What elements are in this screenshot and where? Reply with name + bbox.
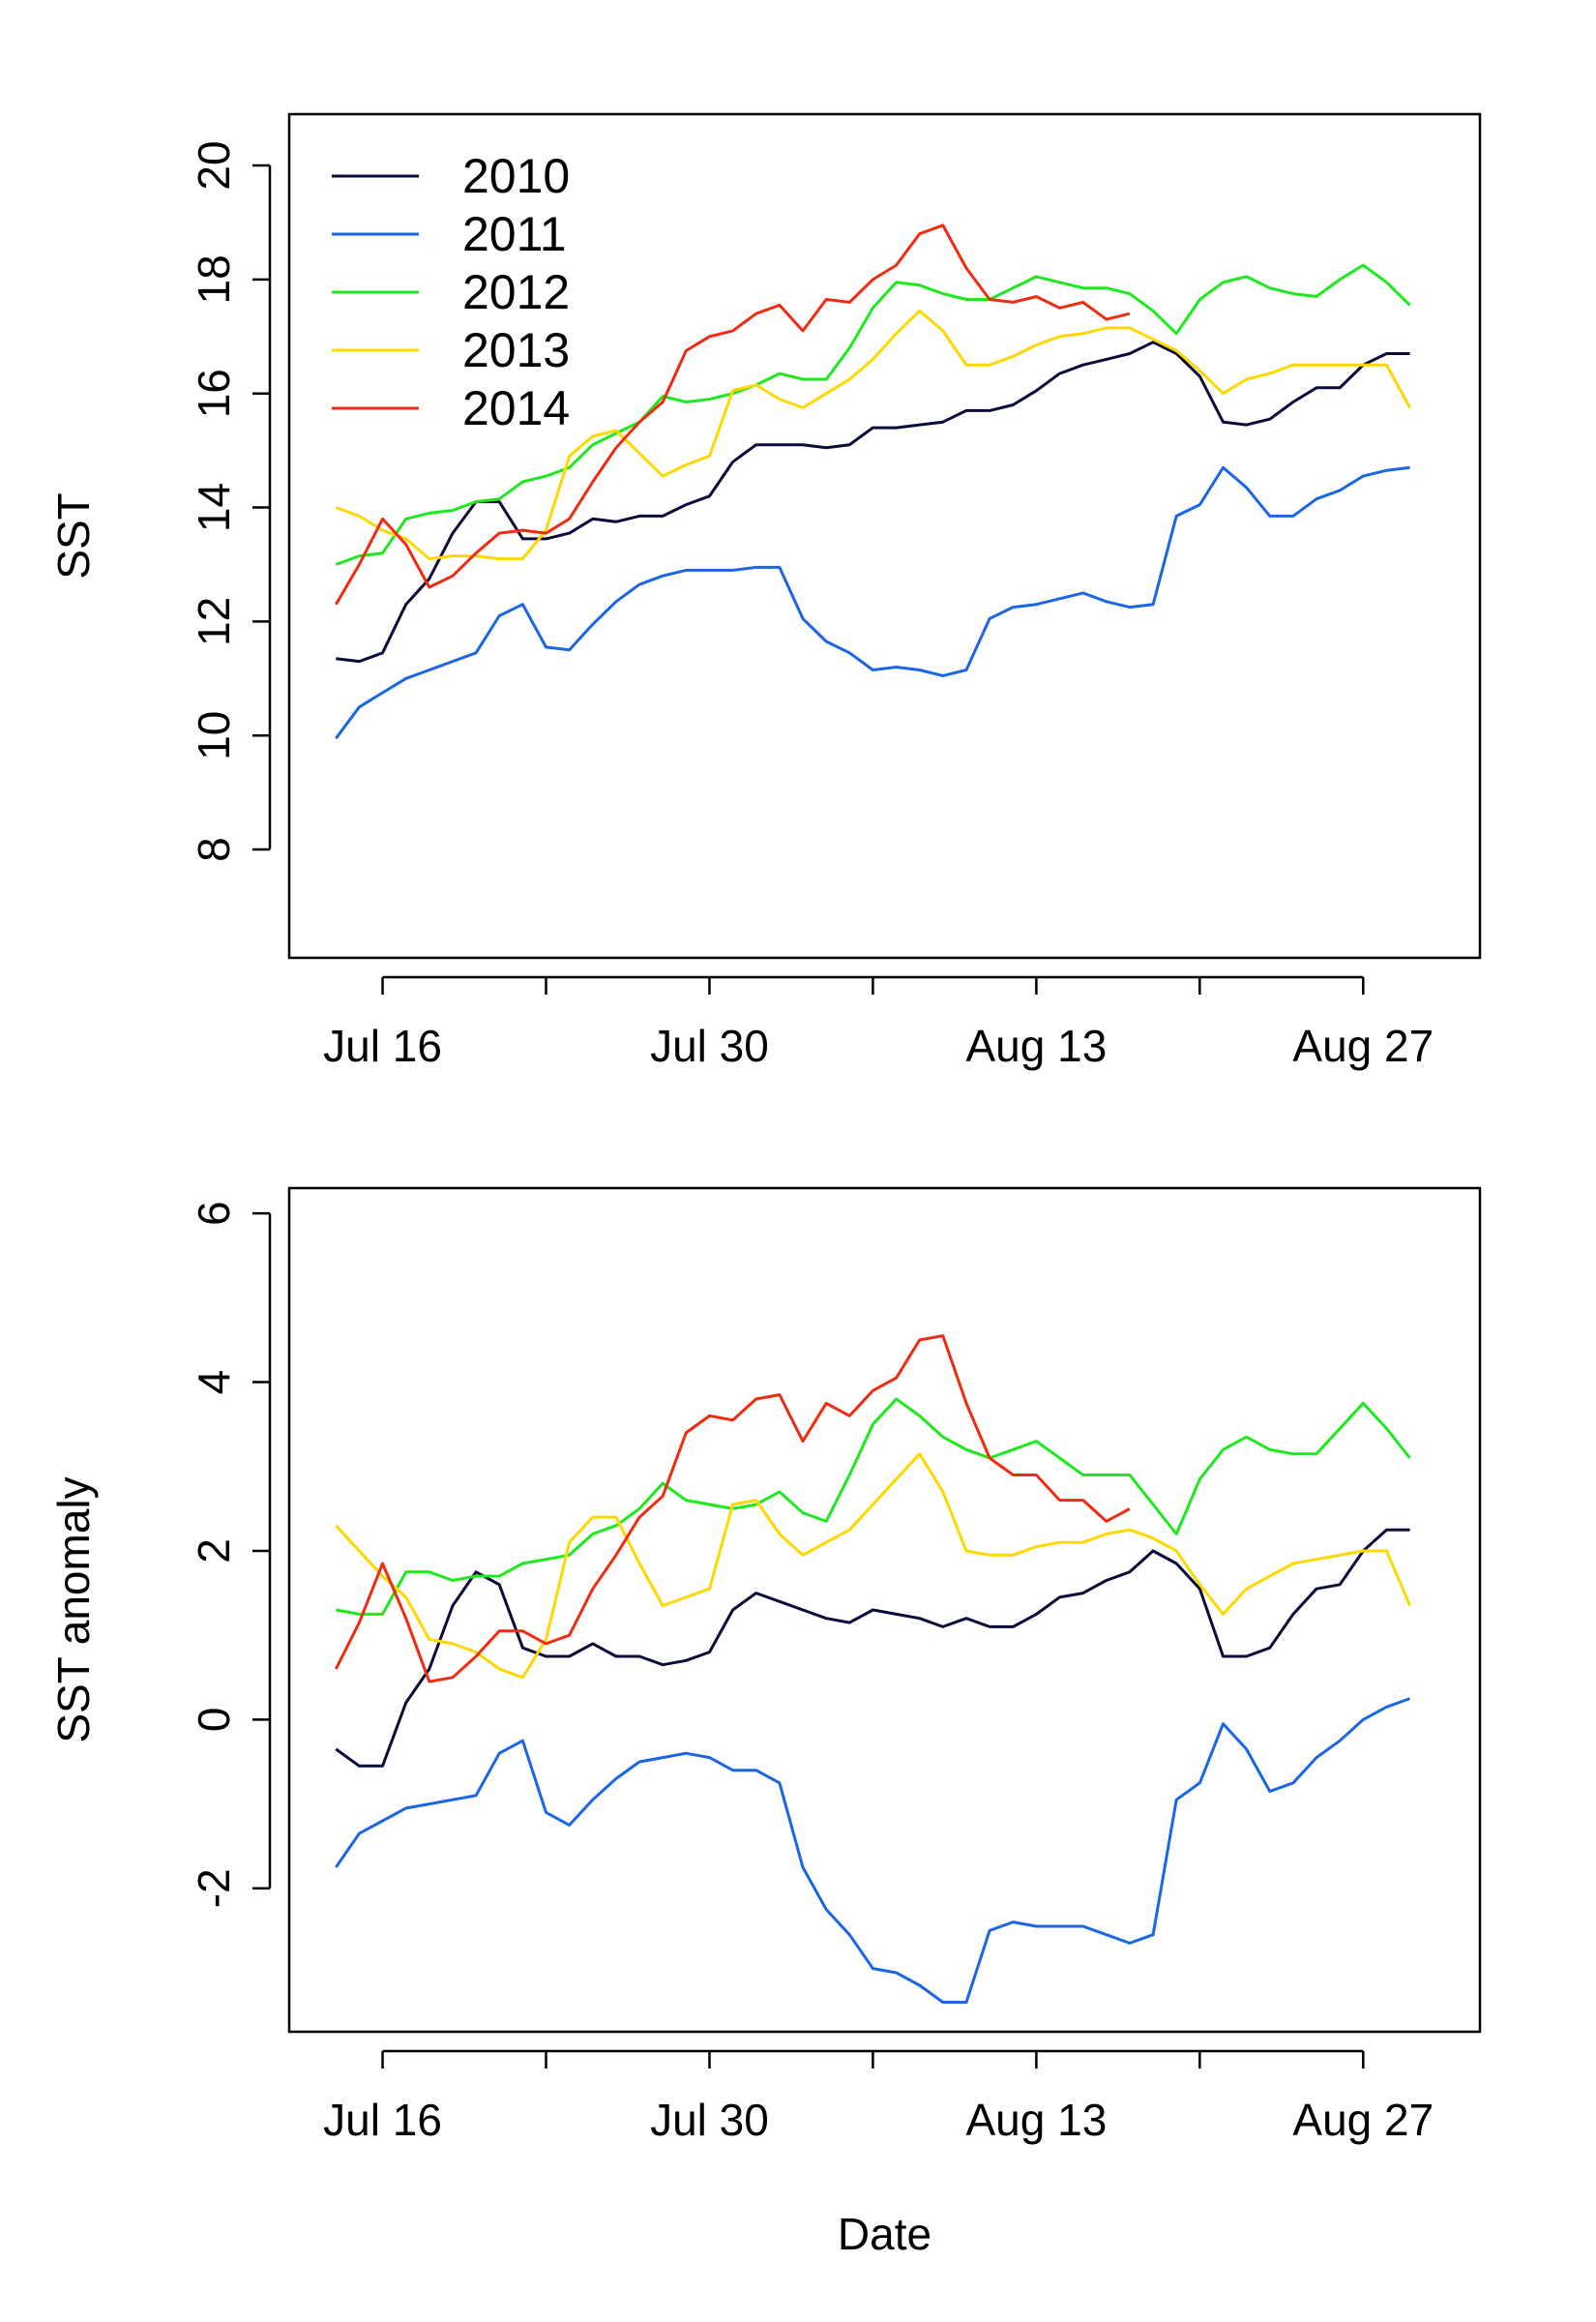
- plot-frame: [287, 1186, 1482, 2034]
- y-tick-label: 4: [189, 1370, 239, 1395]
- series-line-2012: [336, 1397, 1411, 1616]
- legend-label-2011: 2011: [462, 207, 567, 261]
- legend-label-2014: 2014: [462, 381, 570, 435]
- legend-label-2013: 2013: [462, 323, 570, 377]
- x-tick-label: Jul 16: [323, 2095, 442, 2145]
- x-tick-label: Jul 30: [650, 1021, 769, 1071]
- series-line-2014: [334, 1334, 1131, 1683]
- y-tick-label: 10: [189, 711, 239, 760]
- plot-frame: [287, 112, 1482, 960]
- sst-anomaly-panel: Jul 16 Jul 30 Aug 13 Aug 27 -2 0 2 4 6 SST anomal…: [48, 1186, 1482, 2259]
- legend-label-2010: 2010: [462, 149, 570, 203]
- y-tick-label: 14: [189, 483, 239, 532]
- y-axis-title: SST anomaly: [48, 1476, 99, 1742]
- series-line-2013: [335, 1452, 1411, 1680]
- x-tick-label: Aug 27: [1292, 1021, 1433, 1071]
- series-line-2010: [335, 1528, 1410, 1768]
- y-tick-label: 6: [189, 1201, 239, 1226]
- series-line-2010: [336, 341, 1410, 664]
- series-line-2013: [335, 309, 1411, 561]
- series-line-2011: [335, 1697, 1411, 2004]
- y-tick-label: 8: [189, 837, 239, 862]
- series-line-2014: [335, 223, 1131, 606]
- y-tick-label: 0: [189, 1708, 239, 1733]
- y-tick-label: 20: [189, 140, 239, 190]
- x-tick-label: Jul 30: [650, 2095, 769, 2145]
- y-tick-label: 2: [189, 1538, 239, 1563]
- x-tick-label: Jul 16: [323, 1021, 442, 1071]
- legend-label-2012: 2012: [462, 265, 570, 319]
- y-tick-label: 16: [189, 369, 239, 418]
- y-tick-label: 12: [189, 597, 239, 646]
- x-tick-label: Aug 13: [965, 1021, 1107, 1071]
- sst-panel: Jul 16 Jul 30 Aug 13 Aug 27 8 10 12 14 16 18 20 SST…: [48, 112, 1482, 1071]
- x-tick-label: Aug 27: [1292, 2095, 1433, 2145]
- series-line-2012: [335, 263, 1411, 566]
- y-tick-label: -2: [189, 1868, 239, 1908]
- x-tick-label: Aug 13: [965, 2095, 1107, 2145]
- y-tick-label: 18: [189, 254, 239, 304]
- series-line-2011: [335, 465, 1410, 740]
- x-axis-title: Date: [838, 2209, 931, 2259]
- y-axis-title: SST: [48, 492, 99, 579]
